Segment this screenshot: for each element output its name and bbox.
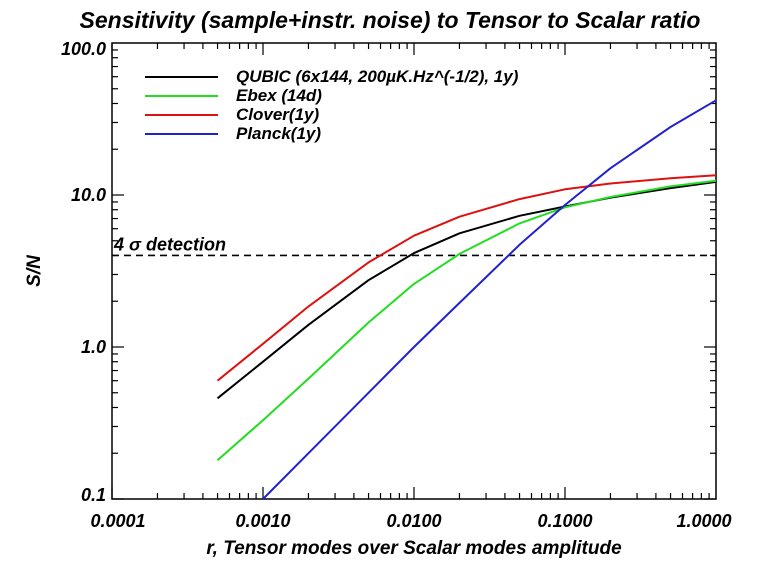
legend-label: QUBIC (6x144, 200µK.Hz^(-1/2), 1y) <box>236 67 519 86</box>
y-tick-label: 100.0 <box>61 39 106 59</box>
series-line <box>216 180 717 400</box>
series-line <box>216 179 717 461</box>
y-tick-labels: 0.1 1.0 10.0 100.0 <box>61 39 106 505</box>
reference-line-group: 4 σ detection <box>112 234 716 257</box>
x-tick-label: 0.0001 <box>90 511 145 531</box>
y-axis-label: S/N <box>24 254 45 287</box>
chart-title: Sensitivity (sample+instr. noise) to Ten… <box>80 7 701 33</box>
y-tick-label: 10.0 <box>71 185 106 205</box>
legend-label: Ebex (14d) <box>236 86 322 105</box>
detection-threshold-label: 4 σ detection <box>113 234 226 254</box>
x-tick-label: 0.0100 <box>386 511 441 531</box>
y-tick-label: 1.0 <box>81 337 106 357</box>
axis-ticks <box>111 43 716 500</box>
series-line <box>216 174 717 382</box>
legend-label: Clover(1y) <box>236 105 319 124</box>
x-tick-label: 1.0000 <box>676 511 731 531</box>
series-line <box>262 99 717 500</box>
x-tick-labels: 0.0001 0.0010 0.0100 0.1000 1.0000 <box>90 511 731 531</box>
series-group <box>216 99 717 500</box>
x-tick-label: 0.0010 <box>235 511 290 531</box>
legend-label: Planck(1y) <box>236 124 321 143</box>
plot-frame <box>111 42 717 500</box>
x-tick-label: 0.1000 <box>537 511 592 531</box>
x-axis-label: r, Tensor modes over Scalar modes amplit… <box>206 538 622 559</box>
y-tick-label: 0.1 <box>81 485 106 505</box>
legend: QUBIC (6x144, 200µK.Hz^(-1/2), 1y)Ebex (… <box>145 67 519 143</box>
